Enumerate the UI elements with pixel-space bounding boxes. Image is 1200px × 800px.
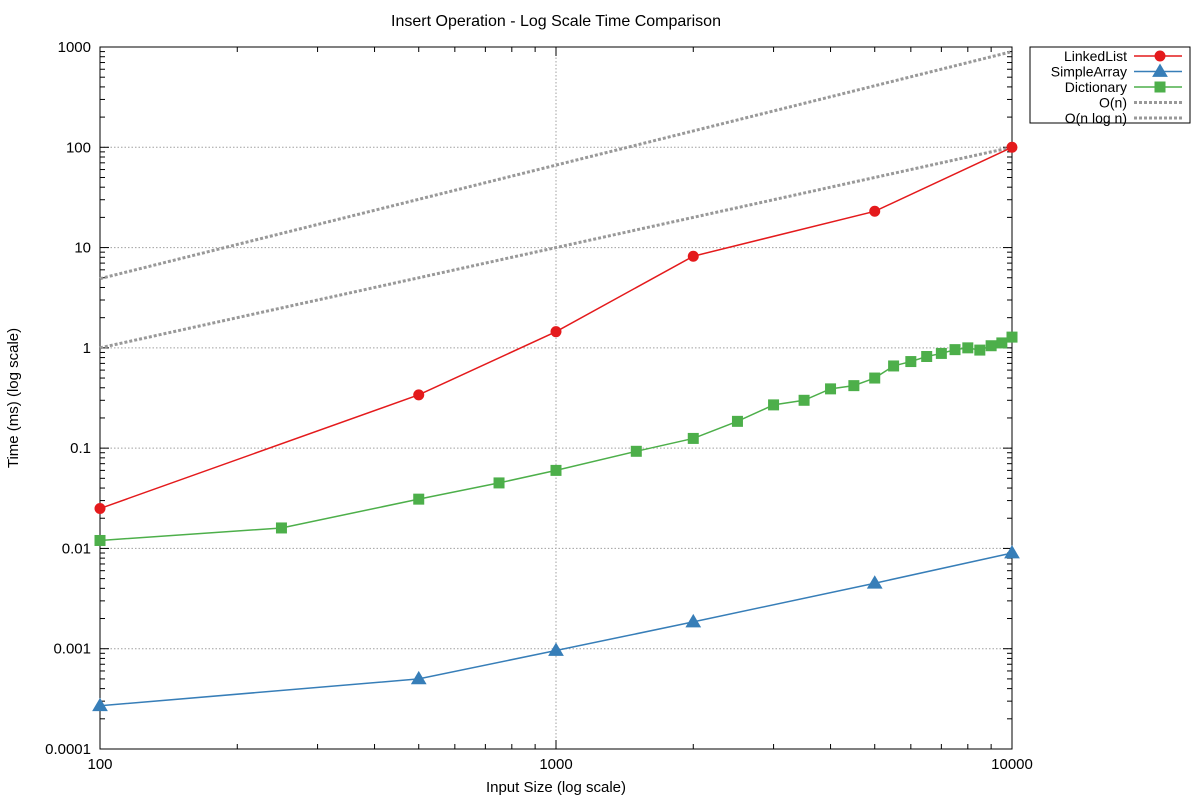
data-point-dictionary	[985, 340, 997, 352]
data-point-dictionary	[935, 347, 947, 359]
data-point-linkedlist	[94, 503, 106, 515]
y-tick-label: 0.001	[53, 641, 91, 658]
series-linkedlist	[94, 141, 1018, 515]
series-o-n-log-n	[99, 50, 1013, 281]
legend-marker	[1154, 81, 1166, 93]
series-line-linkedlist	[99, 146, 1013, 510]
data-point-simplearray	[410, 670, 427, 685]
series-o-n	[99, 145, 1013, 350]
series-line-o-n-log-n	[99, 50, 1013, 281]
data-point-dictionary	[848, 380, 860, 392]
y-tick-label: 0.0001	[45, 741, 91, 758]
data-point-dictionary	[949, 344, 961, 356]
data-point-dictionary	[825, 383, 837, 395]
data-point-dictionary	[888, 360, 900, 372]
legend-marker	[1152, 63, 1168, 77]
series-line-o-n	[99, 145, 1013, 350]
legend-label: LinkedList	[1064, 48, 1127, 64]
data-point-dictionary	[768, 399, 780, 411]
data-point-simplearray	[92, 697, 108, 712]
x-tick-label: 1000	[539, 756, 572, 773]
x-tick-label: 100	[87, 756, 112, 773]
y-tick-label: 1000	[58, 39, 91, 56]
y-tick-label: 0.01	[62, 540, 91, 557]
data-point-dictionary	[731, 415, 743, 427]
legend-marker	[1154, 50, 1166, 62]
data-point-dictionary	[996, 337, 1008, 349]
y-tick-label: 100	[66, 139, 91, 156]
data-point-dictionary	[869, 372, 881, 384]
legend-label: O(n)	[1099, 95, 1127, 111]
data-point-linkedlist	[1006, 141, 1018, 153]
data-point-dictionary	[630, 445, 642, 457]
data-point-dictionary	[974, 344, 986, 356]
axis-ticks: 100 1000 10000 0.0001 0.001 0.01 0.1 1 10 100 1000	[45, 39, 1033, 773]
data-point-linkedlist	[687, 250, 699, 262]
legend-label: O(n log n)	[1065, 110, 1127, 126]
data-point-dictionary	[413, 493, 425, 505]
x-tick-label: 10000	[991, 756, 1033, 773]
y-axis-label: Time (ms) (log scale)	[5, 328, 22, 468]
y-tick-label: 10	[74, 240, 91, 257]
y-tick-label: 1	[83, 340, 91, 357]
data-point-dictionary	[94, 534, 106, 546]
y-tick-label: 0.1	[70, 440, 91, 457]
data-point-dictionary	[275, 522, 287, 534]
data-point-simplearray	[685, 613, 702, 628]
series-dictionary	[94, 331, 1018, 546]
data-point-dictionary	[550, 464, 562, 476]
data-point-dictionary	[962, 342, 974, 354]
data-point-dictionary	[687, 432, 699, 444]
series-line-simplearray	[99, 552, 1013, 707]
data-point-linkedlist	[869, 205, 881, 217]
data-point-simplearray	[866, 575, 883, 589]
data-point-simplearray	[548, 642, 564, 656]
legend-label: Dictionary	[1065, 79, 1127, 95]
data-point-simplearray	[1004, 545, 1020, 559]
data-point-dictionary	[905, 356, 917, 368]
series-simplearray	[92, 545, 1020, 712]
chart-title: Insert Operation - Log Scale Time Compar…	[391, 13, 721, 30]
data-point-dictionary	[1006, 331, 1018, 343]
data-point-dictionary	[493, 477, 505, 489]
data-point-linkedlist	[413, 389, 425, 401]
legend-box	[1029, 46, 1191, 124]
data-point-dictionary	[798, 394, 810, 406]
legend-label: SimpleArray	[1051, 64, 1127, 80]
data-point-dictionary	[921, 351, 933, 363]
data-point-linkedlist	[550, 326, 562, 338]
series-layer	[92, 50, 1020, 712]
x-axis-label: Input Size (log scale)	[486, 779, 626, 796]
